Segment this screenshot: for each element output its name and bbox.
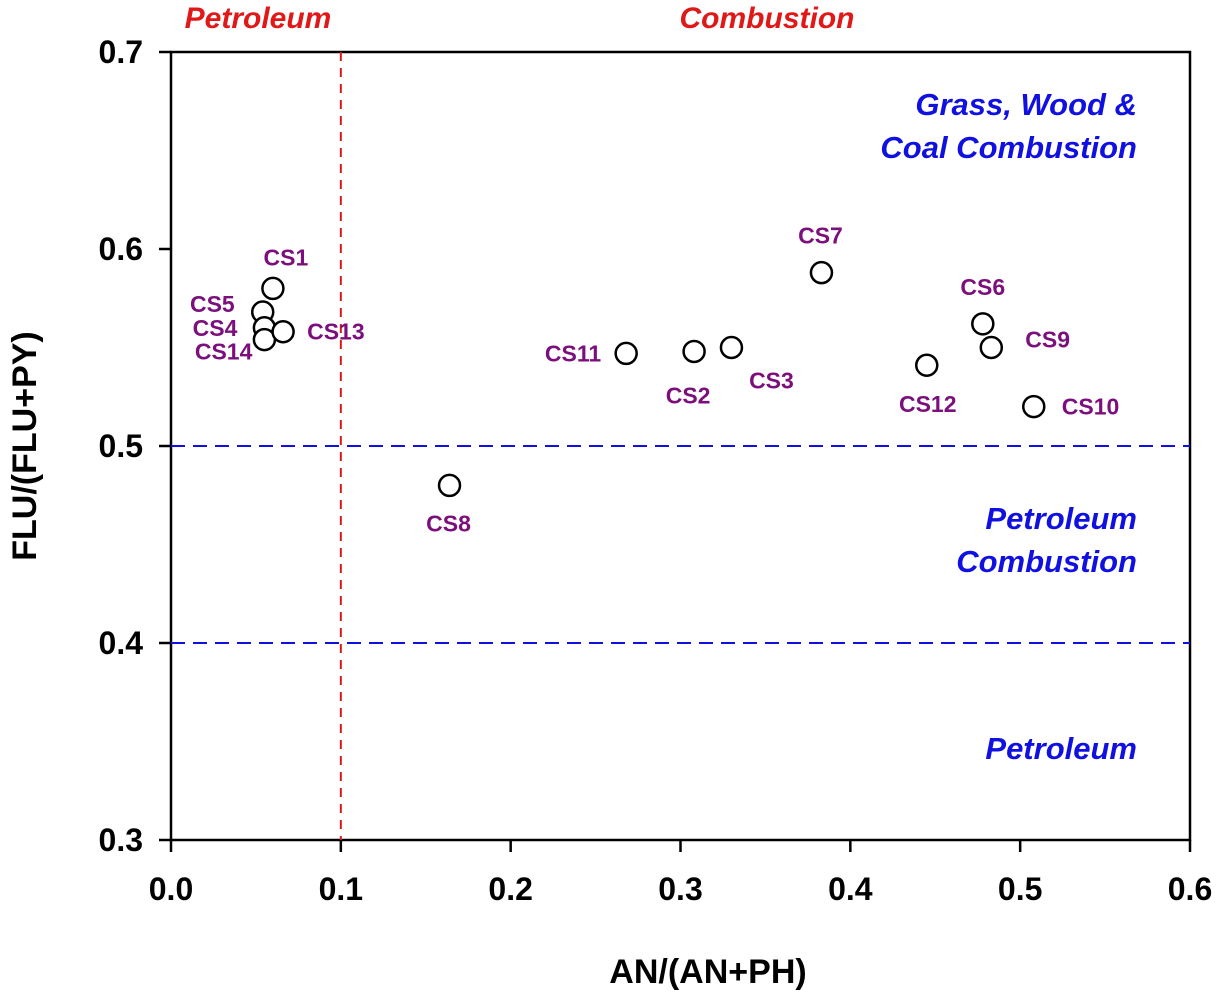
- x-tick-label: 0.3: [658, 871, 702, 907]
- data-points: [250, 260, 1046, 498]
- point-label-cs3: CS3: [749, 368, 794, 394]
- point-label-cs1: CS1: [264, 244, 309, 270]
- y-tick-label: 0.5: [99, 428, 143, 464]
- top-label-combustion: Combustion: [680, 2, 855, 35]
- data-point-cs3: [719, 335, 744, 360]
- point-label-cs6: CS6: [960, 274, 1005, 300]
- region-label-grass-wood-line2: Coal Combustion: [880, 130, 1137, 165]
- top-label-petroleum: Petroleum: [185, 2, 332, 35]
- point-label-cs13: CS13: [307, 319, 365, 345]
- data-point-cs11: [614, 341, 638, 366]
- data-point-cs6: [971, 312, 995, 336]
- point-label-cs8: CS8: [426, 510, 471, 536]
- data-point-cs13: [271, 319, 295, 344]
- point-label-cs5: CS5: [190, 291, 235, 317]
- reference-lines: [171, 52, 1190, 840]
- y-axis-ticks: 0.3 0.4 0.5 0.6 0.7: [99, 34, 171, 858]
- data-point-cs12: [915, 353, 939, 377]
- y-tick-label: 0.7: [99, 34, 143, 70]
- data-point-cs1: [261, 276, 285, 301]
- x-tick-label: 0.5: [998, 871, 1042, 907]
- x-tick-label: 0.6: [1168, 871, 1212, 907]
- point-label-cs12: CS12: [899, 391, 957, 417]
- point-label-cs10: CS10: [1062, 394, 1120, 420]
- point-label-cs14: CS14: [195, 339, 253, 365]
- y-axis-title: FLU/(FLU+PY): [6, 331, 44, 560]
- x-tick-label: 0.1: [319, 871, 363, 907]
- data-point-cs10: [1022, 394, 1046, 419]
- x-tick-label: 0.0: [149, 871, 193, 907]
- point-label-cs11: CS11: [545, 340, 601, 366]
- region-label-petroleum-combustion-line1: Petroleum: [985, 501, 1137, 536]
- data-point-cs7: [809, 260, 834, 285]
- x-tick-label: 0.4: [828, 871, 873, 907]
- x-axis-title: AN/(AN+PH): [609, 953, 806, 991]
- data-point-cs9: [979, 335, 1004, 360]
- y-tick-label: 0.4: [99, 625, 144, 661]
- region-label-petroleum: Petroleum: [985, 731, 1137, 766]
- x-axis-ticks: 0.0 0.1 0.2 0.3 0.4 0.5 0.6: [149, 840, 1212, 907]
- point-label-cs4: CS4: [193, 315, 238, 341]
- region-label-grass-wood-line1: Grass, Wood &: [915, 87, 1137, 122]
- point-label-cs9: CS9: [1025, 327, 1070, 353]
- point-label-cs7: CS7: [798, 223, 843, 249]
- data-point-cs8: [437, 473, 462, 498]
- y-tick-label: 0.6: [99, 231, 143, 267]
- region-label-petroleum-combustion-line2: Combustion: [956, 544, 1137, 579]
- data-point-cs2: [682, 339, 706, 364]
- point-label-cs2: CS2: [666, 382, 711, 408]
- y-tick-label: 0.3: [99, 822, 143, 858]
- x-tick-label: 0.2: [488, 871, 532, 907]
